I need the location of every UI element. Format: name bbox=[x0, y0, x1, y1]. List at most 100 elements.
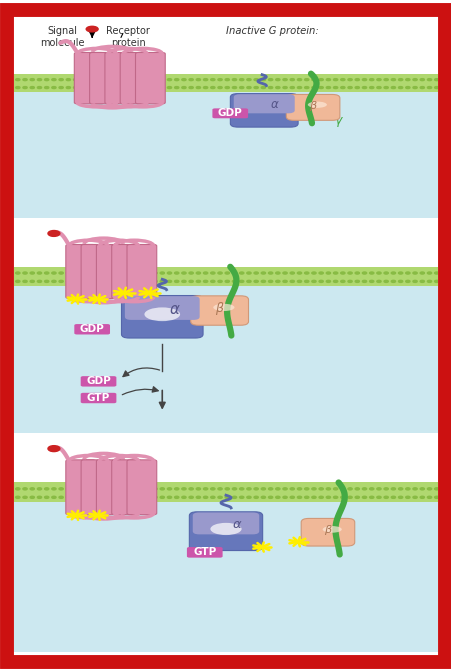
Circle shape bbox=[297, 280, 301, 282]
Circle shape bbox=[109, 87, 114, 89]
Circle shape bbox=[167, 272, 171, 274]
Circle shape bbox=[174, 280, 179, 282]
FancyBboxPatch shape bbox=[89, 52, 119, 103]
Circle shape bbox=[59, 87, 63, 89]
Circle shape bbox=[268, 79, 272, 81]
Ellipse shape bbox=[210, 523, 241, 535]
Circle shape bbox=[232, 280, 236, 282]
Circle shape bbox=[275, 488, 279, 490]
Circle shape bbox=[304, 87, 308, 89]
Circle shape bbox=[239, 87, 243, 89]
Circle shape bbox=[376, 280, 380, 282]
Circle shape bbox=[124, 496, 128, 499]
Circle shape bbox=[181, 488, 186, 490]
Circle shape bbox=[326, 280, 330, 282]
Bar bbox=[14, 20, 437, 85]
Circle shape bbox=[297, 87, 301, 89]
Circle shape bbox=[369, 272, 373, 274]
Circle shape bbox=[398, 272, 402, 274]
Circle shape bbox=[268, 280, 272, 282]
Circle shape bbox=[203, 496, 207, 499]
Circle shape bbox=[362, 488, 366, 490]
FancyBboxPatch shape bbox=[81, 460, 110, 515]
Circle shape bbox=[189, 488, 193, 490]
FancyBboxPatch shape bbox=[192, 513, 259, 534]
Circle shape bbox=[95, 496, 99, 499]
Circle shape bbox=[16, 272, 20, 274]
Circle shape bbox=[88, 79, 92, 81]
Circle shape bbox=[311, 272, 315, 274]
Circle shape bbox=[210, 272, 215, 274]
Circle shape bbox=[131, 488, 135, 490]
FancyBboxPatch shape bbox=[190, 296, 248, 325]
Circle shape bbox=[145, 272, 150, 274]
Text: $\alpha$: $\alpha$ bbox=[231, 518, 242, 531]
Circle shape bbox=[304, 280, 308, 282]
Circle shape bbox=[102, 272, 106, 274]
Circle shape bbox=[275, 496, 279, 499]
Circle shape bbox=[369, 496, 373, 499]
FancyBboxPatch shape bbox=[121, 296, 202, 338]
Circle shape bbox=[167, 79, 171, 81]
Circle shape bbox=[405, 488, 409, 490]
Circle shape bbox=[37, 272, 41, 274]
FancyBboxPatch shape bbox=[66, 245, 95, 298]
Circle shape bbox=[326, 79, 330, 81]
Circle shape bbox=[354, 79, 359, 81]
Circle shape bbox=[116, 272, 121, 274]
Circle shape bbox=[326, 496, 330, 499]
Circle shape bbox=[290, 280, 294, 282]
Circle shape bbox=[145, 488, 150, 490]
Circle shape bbox=[318, 272, 322, 274]
Circle shape bbox=[253, 79, 258, 81]
Circle shape bbox=[261, 79, 265, 81]
Circle shape bbox=[290, 272, 294, 274]
Circle shape bbox=[152, 488, 157, 490]
Circle shape bbox=[102, 87, 106, 89]
Circle shape bbox=[95, 87, 99, 89]
Circle shape bbox=[419, 87, 423, 89]
Circle shape bbox=[217, 272, 222, 274]
Circle shape bbox=[369, 488, 373, 490]
Circle shape bbox=[376, 496, 380, 499]
Circle shape bbox=[131, 87, 135, 89]
Circle shape bbox=[196, 272, 200, 274]
Circle shape bbox=[275, 280, 279, 282]
Circle shape bbox=[419, 272, 423, 274]
Circle shape bbox=[311, 79, 315, 81]
Circle shape bbox=[261, 496, 265, 499]
Circle shape bbox=[160, 272, 164, 274]
Circle shape bbox=[196, 79, 200, 81]
Bar bbox=[14, 267, 437, 276]
Circle shape bbox=[74, 280, 78, 282]
Bar bbox=[14, 280, 437, 433]
Ellipse shape bbox=[307, 101, 326, 108]
FancyBboxPatch shape bbox=[111, 245, 141, 298]
Circle shape bbox=[354, 488, 359, 490]
FancyBboxPatch shape bbox=[124, 296, 199, 320]
Circle shape bbox=[181, 280, 186, 282]
Circle shape bbox=[419, 488, 423, 490]
Circle shape bbox=[383, 488, 387, 490]
Circle shape bbox=[86, 26, 98, 32]
FancyBboxPatch shape bbox=[81, 393, 116, 403]
Circle shape bbox=[145, 79, 150, 81]
Circle shape bbox=[398, 87, 402, 89]
FancyBboxPatch shape bbox=[230, 93, 298, 127]
Circle shape bbox=[282, 488, 286, 490]
Circle shape bbox=[412, 496, 416, 499]
Circle shape bbox=[145, 496, 150, 499]
FancyBboxPatch shape bbox=[189, 512, 262, 550]
Circle shape bbox=[412, 87, 416, 89]
Circle shape bbox=[232, 272, 236, 274]
FancyBboxPatch shape bbox=[300, 518, 354, 546]
Circle shape bbox=[340, 79, 344, 81]
Circle shape bbox=[160, 496, 164, 499]
Circle shape bbox=[189, 79, 193, 81]
Circle shape bbox=[160, 280, 164, 282]
Circle shape bbox=[48, 446, 60, 452]
Circle shape bbox=[102, 496, 106, 499]
Circle shape bbox=[225, 272, 229, 274]
Circle shape bbox=[412, 488, 416, 490]
Bar bbox=[14, 82, 437, 91]
